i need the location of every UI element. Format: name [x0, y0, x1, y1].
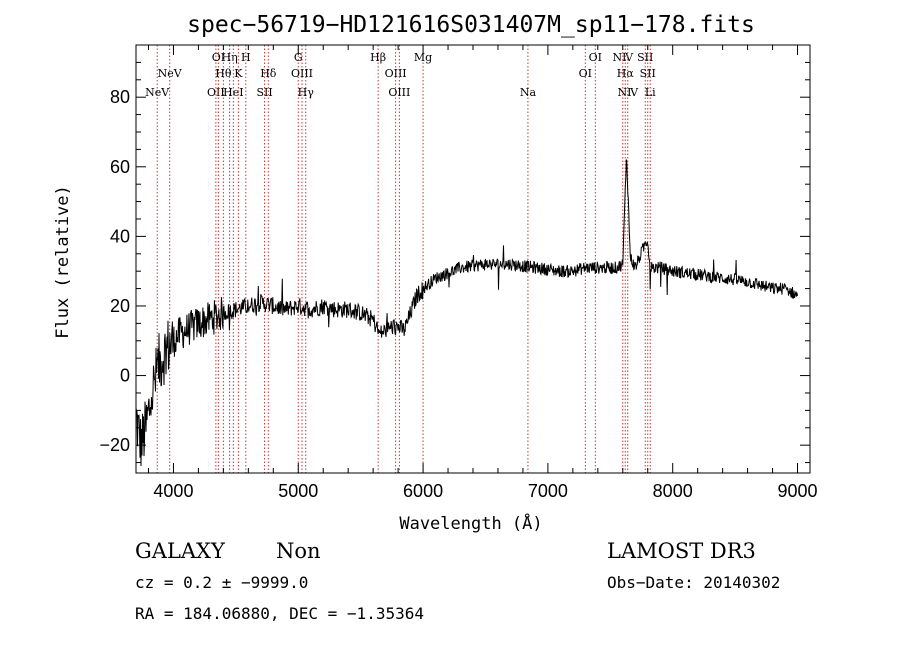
y-tick-label: 60 [110, 157, 130, 177]
spectral-line-label: OIII [291, 67, 313, 80]
spectral-line-label: OI [579, 67, 592, 80]
spectral-line-label: Mg [414, 51, 432, 64]
x-tick-label: 6000 [403, 481, 443, 501]
radec-text: RA = 184.06880, DEC = −1.35364 [135, 604, 424, 623]
survey-name: LAMOST DR3 [607, 539, 756, 563]
spectral-line-label: NⅣ [612, 51, 634, 64]
x-tick-label: 4000 [153, 481, 193, 501]
spectral-lines-layer: NeVNeVOIIOIHηHθHeIHKSIIHδGOIIIHγHβOIIIOI… [145, 45, 656, 473]
spectral-line-label: G [294, 51, 303, 64]
y-axis-label: Flux (relative) [53, 185, 73, 339]
spectral-line-label: Hθ [215, 67, 232, 80]
spectral-line-label: OIII [385, 67, 407, 80]
spectral-line-label: Hγ [298, 86, 315, 99]
spectral-line-label: Hα [617, 67, 635, 80]
object-subclass: Non [276, 539, 321, 563]
spectral-line-label: HeI [223, 86, 243, 99]
spectral-line-label: OII [207, 86, 225, 99]
chart-title: spec−56719−HD121616S031407M_sp11−178.fit… [187, 12, 755, 38]
obs-date-text: Obs−Date: 20140302 [607, 573, 780, 592]
spectral-line-label: NeV [158, 67, 183, 80]
spectral-line-label: OI [212, 51, 225, 64]
spectral-line-label: Hη [222, 51, 238, 64]
spectral-line-label: Li [645, 86, 656, 99]
spectral-line-label: OI [589, 51, 602, 64]
spectral-line-label: SII [637, 51, 653, 64]
spectral-line-label: Na [520, 86, 537, 99]
spectral-line-label: Hβ [370, 51, 386, 64]
x-tick-label: 9000 [777, 481, 817, 501]
x-tick-label: 7000 [528, 481, 568, 501]
axis-ticks-layer: 4000 5000 6000 7000 8000 9000 −20 0 20 40 60 80 [99, 45, 818, 501]
spectral-line-label: Hδ [260, 67, 277, 80]
spectral-line-label: NeV [145, 86, 170, 99]
y-tick-label: 80 [110, 87, 130, 107]
spectral-line-label: SII [256, 86, 272, 99]
spectrum-layer [135, 159, 798, 467]
spectral-line-label: K [234, 67, 243, 80]
x-tick-label: 5000 [278, 481, 318, 501]
y-tick-label: 40 [110, 226, 130, 246]
redshift-text: cz = 0.2 ± −9999.0 [135, 573, 308, 592]
spectral-line-label: NⅣ [617, 86, 639, 99]
spectral-line-label: SII [640, 67, 656, 80]
object-class: GALAXY [135, 539, 226, 563]
y-tick-label: 20 [110, 296, 130, 316]
x-tick-label: 8000 [653, 481, 693, 501]
x-axis-label: Wavelength (Å) [399, 512, 542, 534]
spectral-line-label: OIII [388, 86, 410, 99]
spectrum-trace [135, 159, 798, 467]
spectral-line-label: H [241, 51, 251, 64]
y-tick-label: 0 [120, 366, 130, 386]
y-tick-label: −20 [99, 435, 130, 455]
